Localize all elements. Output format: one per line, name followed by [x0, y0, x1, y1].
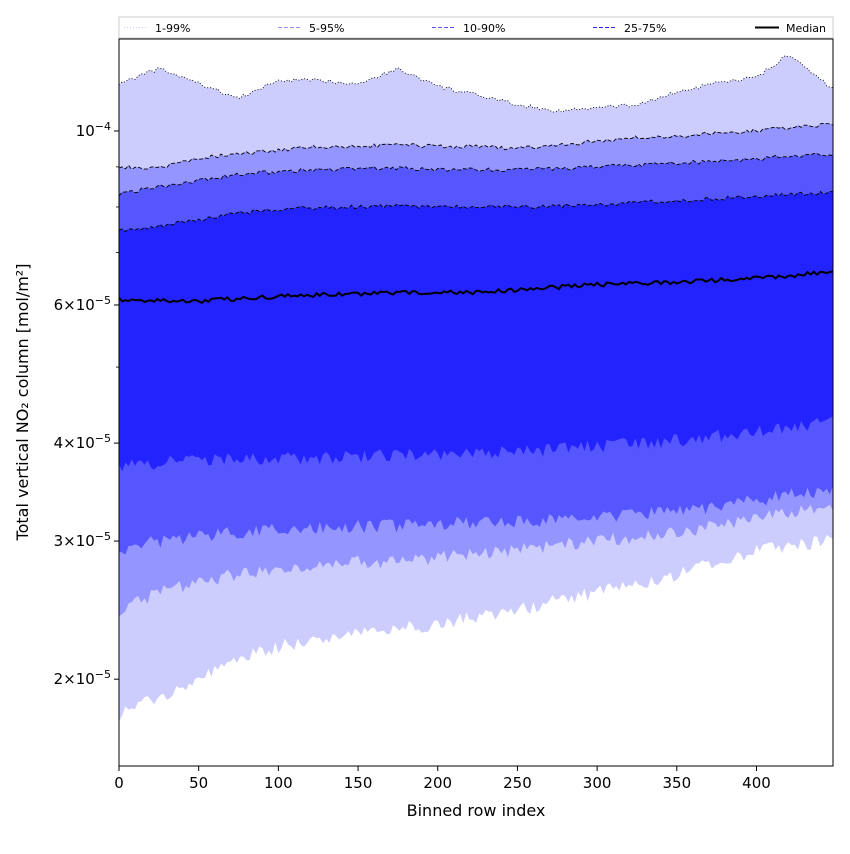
- x-tick-label: 250: [503, 774, 532, 792]
- y-axis: 2×10−5 3×10−5 4×10−5 6×10−5 10−4: [54, 119, 119, 688]
- median-layer: [119, 270, 833, 305]
- x-tick-label: 150: [344, 774, 373, 792]
- x-tick-label: 0: [114, 774, 124, 792]
- legend-label: 10-90%: [463, 22, 505, 35]
- x-tick-label: 300: [583, 774, 612, 792]
- plot-frame: [118, 38, 834, 767]
- y-tick-label: 3×10−5: [54, 530, 111, 551]
- y-tick-label: 10−4: [76, 119, 111, 140]
- y-tick-label: 2×10−5: [54, 668, 111, 689]
- legend-box: [118, 16, 834, 39]
- legend-label: 25-75%: [624, 22, 666, 35]
- x-tick-label: 100: [264, 774, 293, 792]
- x-axis-label: Binned row index: [407, 801, 546, 820]
- median-line: [119, 270, 833, 305]
- x-tick-label: 200: [423, 774, 452, 792]
- legend-label: Median: [786, 22, 826, 35]
- band-5-95%-upper-line: [119, 122, 833, 171]
- band-25-75%-area: [119, 191, 833, 472]
- y-axis-label: Total vertical NO₂ column [mol/m²]: [13, 264, 32, 542]
- y-tick-label: 4×10−5: [54, 432, 111, 453]
- band-10-90%-upper-line: [119, 153, 833, 197]
- legend: 1-99% 5-95% 10-90% 25-75% Median: [118, 16, 834, 39]
- x-axis: 0 50 100 150 200 250 300 350 400: [114, 766, 771, 792]
- legend-label: 1-99%: [155, 22, 190, 35]
- x-tick-label: 50: [189, 774, 208, 792]
- x-tick-label: 350: [662, 774, 691, 792]
- band-1-99%-upper-line: [119, 55, 833, 114]
- y-tick-label: 6×10−5: [54, 293, 111, 314]
- band-25-75%-upper-line: [119, 190, 833, 233]
- x-tick-label: 400: [742, 774, 771, 792]
- bands-layer: [119, 55, 833, 722]
- legend-label: 5-95%: [309, 22, 344, 35]
